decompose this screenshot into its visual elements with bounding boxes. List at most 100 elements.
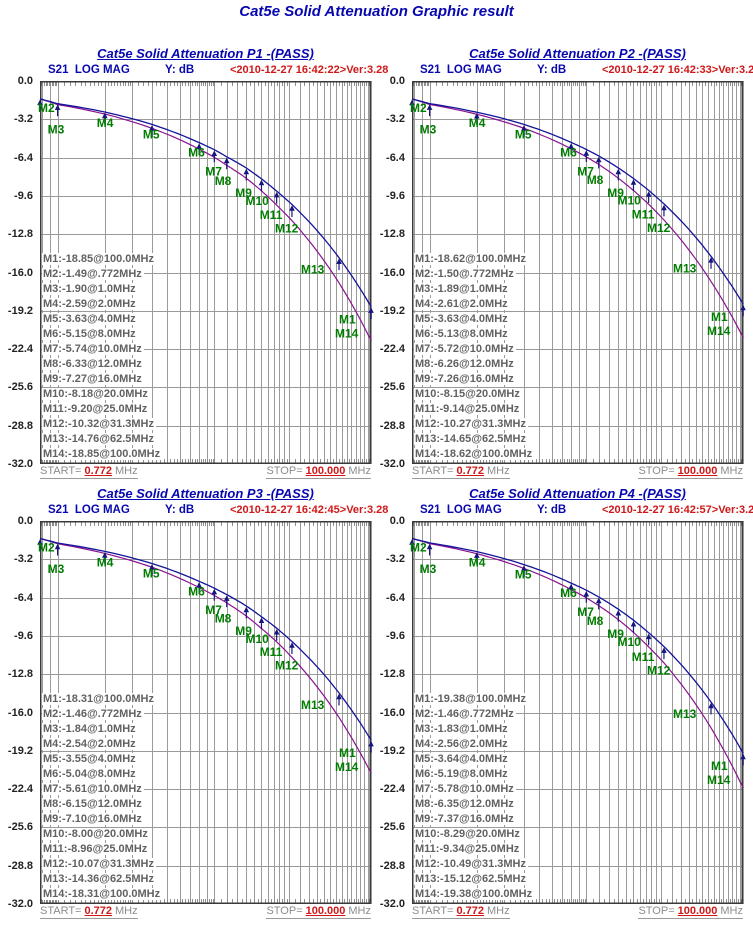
marker-list-item: M9:-7.10@16.0MHz xyxy=(42,813,144,825)
marker-arrowhead-icon xyxy=(630,621,637,627)
marker-arrowhead-icon xyxy=(273,629,280,635)
y-axis-tick-label: -25.6 xyxy=(7,821,33,834)
marker-label: M9 xyxy=(607,186,624,200)
marker-list-item: M7:-5.74@10.0MHz xyxy=(42,343,144,355)
y-axis-tick-label: -9.6 xyxy=(386,189,405,202)
marker-list: M1:-18.85@100.0MHz M2:-1.49@.772MHz M3:-1.… xyxy=(42,252,163,462)
chart-title: Cat5e Solid Attenuation P2 -(PASS) xyxy=(469,46,686,61)
marker-label: M7 xyxy=(577,165,594,179)
marker-list-item: M2:-1.50@.772MHz xyxy=(414,268,516,280)
marker-label: M11 xyxy=(632,207,655,221)
y-axis-tick-label: -25.6 xyxy=(379,821,405,834)
timestamp: <2010-12-27 16:42:22>Ver:3.28 xyxy=(230,64,389,76)
y-axis-tick-label: 0.0 xyxy=(389,75,405,87)
timestamp: <2010-12-27 16:42:57>Ver:3.28 xyxy=(602,504,753,516)
start-frequency: START= 0.772 MHz xyxy=(40,905,138,919)
marker-arrowhead-icon xyxy=(54,543,61,550)
marker-arrowhead-icon xyxy=(243,606,250,613)
y-axis-tick-label: -25.6 xyxy=(379,381,405,394)
marker-list-item: M14:-18.85@100.0MHz xyxy=(42,448,163,460)
marker-label: M11 xyxy=(632,650,655,664)
y-axis-labels: 0.0 -3.2 -6.4 -9.6 -12.8 -16.0 -19.2 -22.4 -25.6… xyxy=(0,515,36,911)
marker-label: M11 xyxy=(260,645,283,659)
marker-arrowhead-icon xyxy=(149,125,155,131)
y-unit-label: Y: dB xyxy=(165,504,195,516)
marker-list-item: M7:-5.61@10.0MHz xyxy=(42,783,144,795)
y-axis-tick-label: -6.4 xyxy=(14,591,33,604)
marker-arrowhead-icon xyxy=(661,647,667,653)
marker-list: M1:-18.62@100.0MHz M2:-1.50@.772MHz M3:-1.… xyxy=(414,252,535,462)
marker-label: M13 xyxy=(301,263,325,277)
marker-arrowhead-icon xyxy=(211,150,218,156)
marker-arrowhead-icon xyxy=(568,143,574,149)
marker-label: M14 xyxy=(707,773,731,787)
marker-label: M8 xyxy=(587,173,604,187)
y-axis-tick-label: 0.0 xyxy=(389,515,405,527)
marker-arrowhead-icon xyxy=(595,597,602,604)
marker-arrowhead-icon xyxy=(521,125,527,131)
marker-list-item: M6:-5.13@8.0MHz xyxy=(414,328,510,340)
marker-label: M10 xyxy=(246,632,270,646)
marker-arrowhead-icon xyxy=(595,156,602,163)
marker-arrowhead-icon xyxy=(243,168,250,175)
marker-list-item: M13:-14.65@62.5MHz xyxy=(414,433,528,445)
y-axis-tick-label: -22.4 xyxy=(379,783,405,796)
y-unit-label: Y: dB xyxy=(537,504,567,516)
marker-label: M3 xyxy=(420,123,437,137)
timestamp: <2010-12-27 16:42:45>Ver:3.28 xyxy=(230,504,389,516)
marker-list-item: M14:-18.62@100.0MHz xyxy=(414,448,535,460)
y-axis-labels: 0.0 -3.2 -6.4 -9.6 -12.8 -16.0 -19.2 -22.4 -25.6… xyxy=(0,75,36,471)
marker-arrowhead-icon xyxy=(521,565,527,571)
marker-arrowhead-icon xyxy=(661,204,667,211)
marker-label: M9 xyxy=(235,624,252,638)
marker-arrowhead-icon xyxy=(568,583,574,590)
plot-border xyxy=(412,81,743,464)
y-axis-tick-label: -28.8 xyxy=(379,859,405,872)
chart-p2: Cat5e Solid Attenuation P2 -(PASS) S21 L… xyxy=(372,44,753,484)
marker-label: M4 xyxy=(97,555,114,569)
marker-list-item: M2:-1.46@.772MHz xyxy=(414,708,516,720)
marker-list-item: M7:-5.78@10.0MHz xyxy=(414,783,516,795)
marker-label: M1 xyxy=(339,313,356,327)
marker-list-item: M5:-3.64@4.0MHz xyxy=(414,753,510,765)
marker-list-item: M4:-2.59@2.0MHz xyxy=(42,298,138,310)
marker-arrowhead-icon xyxy=(223,595,230,601)
marker-label: M4 xyxy=(469,116,486,130)
y-axis-tick-label: -6.4 xyxy=(386,591,405,604)
y-axis-tick-label: 0.0 xyxy=(17,75,33,87)
marker-list-item: M13:-14.76@62.5MHz xyxy=(42,433,156,445)
marker-list-item: M2:-1.46@.772MHz xyxy=(42,708,144,720)
y-axis-tick-label: 0.0 xyxy=(17,515,33,527)
y-axis-tick-label: -22.4 xyxy=(7,343,33,356)
y-axis-tick-label: -19.2 xyxy=(7,304,33,317)
y-axis-tick-label: -32.0 xyxy=(379,898,405,910)
marker-label: M10 xyxy=(618,635,642,649)
marker-label: M11 xyxy=(260,208,283,222)
sweep-range: START= 0.772 MHz STOP= 100.000 MHz xyxy=(40,465,371,479)
marker-label: M7 xyxy=(205,603,222,617)
y-axis-tick-label: -6.4 xyxy=(386,151,405,164)
marker-label: M3 xyxy=(420,562,437,576)
y-axis-tick-label: -19.2 xyxy=(7,744,33,757)
marker-list-item: M14:-19.38@100.0MHz xyxy=(414,888,535,900)
y-axis-tick-label: -16.0 xyxy=(379,266,405,279)
marker-label: M12 xyxy=(647,664,671,678)
marker-list-item: M2:-1.49@.772MHz xyxy=(42,268,144,280)
y-axis-tick-label: -3.2 xyxy=(386,113,405,126)
marker-label: M8 xyxy=(215,174,232,188)
marker-label: M6 xyxy=(560,586,577,600)
marker-list-item: M1:-18.31@100.0MHz xyxy=(42,693,156,705)
y-axis-tick-label: -9.6 xyxy=(14,189,33,202)
marker-list-item: M14:-18.31@100.0MHz xyxy=(42,888,163,900)
marker-arrowhead-icon xyxy=(409,99,415,106)
marker-label: M1 xyxy=(711,759,728,773)
y-axis-tick-label: -19.2 xyxy=(379,304,405,317)
marker-arrowhead-icon xyxy=(289,642,295,648)
marker-list: M1:-18.31@100.0MHz M2:-1.46@.772MHz M3:-1.… xyxy=(42,692,163,902)
marker-label: M13 xyxy=(673,261,697,275)
trace-measured xyxy=(39,98,372,307)
marker-list-item: M8:-6.35@12.0MHz xyxy=(414,798,516,810)
s21-log-mag-label: S21 LOG MAG xyxy=(420,64,502,76)
chart-title: Cat5e Solid Attenuation P3 -(PASS) xyxy=(97,486,314,501)
marker-list-item: M9:-7.37@16.0MHz xyxy=(414,813,516,825)
